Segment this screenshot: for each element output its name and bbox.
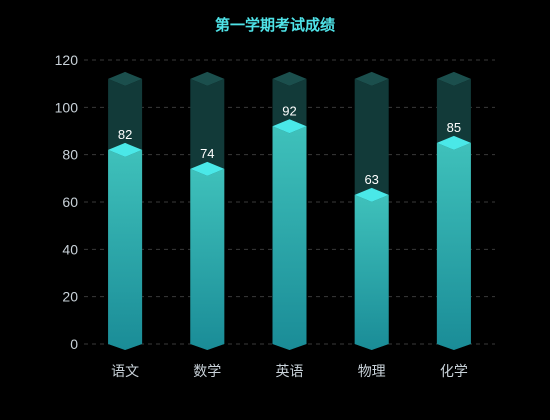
x-tick-label: 物理 [358, 364, 386, 380]
bar-cap [272, 119, 307, 134]
data-label: 82 [118, 127, 132, 142]
bar-track-cap [436, 71, 471, 86]
y-axis: 0 20 40 60 80 100 120 [55, 52, 79, 352]
x-tick-label: 语文 [111, 364, 139, 380]
y-tick-label: 80 [62, 147, 78, 163]
y-tick-label: 40 [62, 241, 78, 257]
data-label: 92 [282, 103, 296, 118]
bar-物理 [354, 194, 389, 350]
y-tick-label: 120 [55, 52, 79, 68]
bar-cap [190, 161, 225, 176]
bar-英语 [272, 126, 307, 351]
y-tick-label: 20 [62, 289, 78, 305]
x-axis: 语文 数学 英语 物理 化学 [111, 363, 468, 380]
bar-cap [354, 187, 389, 202]
bars [108, 71, 471, 351]
bar-track-cap [108, 71, 143, 86]
data-label: 85 [447, 120, 461, 135]
x-tick-label: 英语 [276, 363, 304, 380]
chart-title: 第一学期考试成绩 [215, 16, 335, 34]
bar-cap [108, 142, 143, 157]
y-tick-label: 100 [55, 99, 79, 115]
bar-cap [436, 135, 471, 150]
bar-track-cap [354, 71, 389, 86]
bar-语文 [108, 149, 143, 350]
bar-化学 [436, 142, 471, 350]
bar-track-cap [190, 71, 225, 86]
data-label: 74 [200, 146, 214, 161]
bar-数学 [190, 168, 225, 350]
data-labels: 82 74 92 63 85 [118, 103, 461, 187]
x-tick-label: 数学 [193, 364, 221, 380]
x-tick-label: 化学 [440, 364, 468, 380]
data-label: 63 [364, 172, 378, 187]
y-tick-label: 60 [62, 194, 78, 210]
bar-track-cap [272, 71, 307, 86]
y-tick-label: 0 [70, 336, 78, 352]
